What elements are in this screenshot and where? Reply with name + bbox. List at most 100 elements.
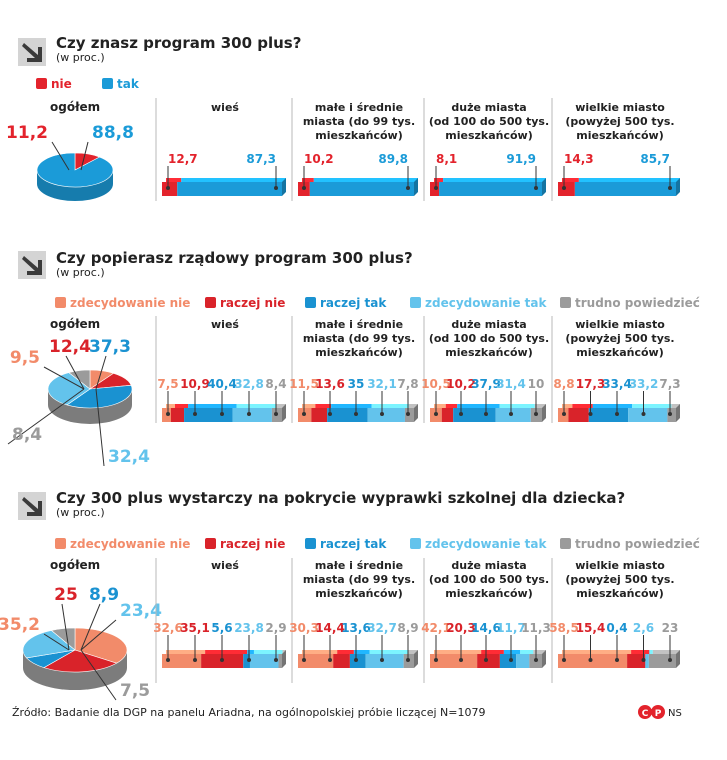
category-header: mieszkańców) xyxy=(315,346,402,359)
bar-segment-top xyxy=(253,650,283,654)
bar-value-label: 33,2 xyxy=(629,377,659,391)
bar-segment-top xyxy=(275,404,286,408)
category-header: mieszkańców) xyxy=(445,587,532,600)
value-leader-dot xyxy=(247,412,251,416)
category-header: duże miasta xyxy=(451,101,526,114)
value-leader-dot xyxy=(434,412,438,416)
value-leader-dot xyxy=(562,412,566,416)
legend-swatch xyxy=(560,538,571,549)
value-leader-dot xyxy=(274,412,278,416)
category-header: małe i średnie xyxy=(315,101,403,114)
pie-value-label: 32,4 xyxy=(108,447,150,467)
bar-segment xyxy=(441,408,454,422)
total-pie-slice xyxy=(68,369,91,390)
value-leader-dot xyxy=(380,658,384,662)
bar-segment xyxy=(516,654,530,668)
bar-value-label: 10,2 xyxy=(446,377,476,391)
bar-segment xyxy=(430,654,478,668)
bar-segment-top xyxy=(562,178,579,182)
bar-segment xyxy=(628,408,668,422)
legend-swatch xyxy=(36,78,47,89)
bar-segment xyxy=(278,654,282,668)
value-leader-dot xyxy=(562,658,566,662)
bar-segment-top xyxy=(369,650,408,654)
pie-leader-line xyxy=(65,355,85,390)
arrow-icon-shape xyxy=(22,256,42,275)
bar-end xyxy=(282,178,286,196)
category-header: (powyżej 500 tys. xyxy=(565,573,674,586)
value-leader-dot xyxy=(641,658,646,662)
arrow-down-right-icon xyxy=(18,38,46,66)
bar-value-label: 5,6 xyxy=(211,621,232,635)
bar-segment-top xyxy=(247,650,254,654)
pie-leader-line xyxy=(80,603,101,651)
category-header: (od 100 do 500 tys. xyxy=(429,115,549,128)
bar-value-label: 7,5 xyxy=(157,377,178,391)
value-leader-dot xyxy=(534,658,538,662)
bar-end xyxy=(676,178,680,196)
category-header: mieszkańców) xyxy=(315,587,402,600)
value-leader-dot xyxy=(668,412,672,416)
category-header: wielkie miasto xyxy=(575,318,665,331)
bar-value-label: 7,8 xyxy=(397,377,418,391)
bar-segment-top xyxy=(481,650,504,654)
bar-segment-top xyxy=(371,404,409,408)
bar-segment-top xyxy=(302,178,314,182)
value-leader-dot xyxy=(509,658,513,662)
bar-segment-top xyxy=(166,178,182,182)
bar-value-label: 32,8 xyxy=(234,377,264,391)
bar-segment xyxy=(588,408,629,422)
bar-segment-top xyxy=(166,404,175,408)
cp-logo-c-letter: C xyxy=(642,709,649,719)
pie-leader-line xyxy=(95,388,105,467)
legend-label: zdecydowanie tak xyxy=(425,537,547,551)
arrow-icon-shape xyxy=(22,43,42,62)
bar-value-label: 13,6 xyxy=(341,621,371,635)
bar-segment xyxy=(184,408,233,422)
category-header: wielkie miasto xyxy=(575,101,665,114)
legend-label: zdecydowanie nie xyxy=(70,537,190,551)
bar-value-label: 91,9 xyxy=(506,152,536,166)
value-leader-dot xyxy=(588,658,593,662)
value-leader-dot xyxy=(509,412,513,416)
legend-swatch xyxy=(205,538,216,549)
bar-segment xyxy=(453,408,496,422)
value-leader-dot xyxy=(247,658,251,662)
value-leader-dot xyxy=(302,658,306,662)
category-header: mieszkańców) xyxy=(445,129,532,142)
bar-value-label: 0,4 xyxy=(606,621,627,635)
bar-value-label: 14,6 xyxy=(471,621,501,635)
pie-value-label: 88,8 xyxy=(92,123,134,143)
bar-value-label: 23 xyxy=(662,621,679,635)
bar-value-label: 58,5 xyxy=(549,621,579,635)
pie-leader-line xyxy=(80,649,117,701)
bar-end xyxy=(414,178,418,196)
category-header: (od 100 do 500 tys. xyxy=(429,573,549,586)
source-note: Źródło: Badanie dla DGP na panelu Ariadn… xyxy=(12,706,485,719)
bar-value-label: 2,9 xyxy=(265,621,286,635)
bar-value-label: 20,3 xyxy=(446,621,476,635)
bar-segment xyxy=(499,654,517,668)
bar-value-label: 35 xyxy=(348,377,365,391)
bar-segment-top xyxy=(649,650,653,654)
bar-segment xyxy=(645,654,649,668)
bar-value-label: 14,4 xyxy=(315,621,345,635)
bar-segment-top xyxy=(632,404,672,408)
pie-value-label: 9,5 xyxy=(10,348,40,368)
pie-leader-line xyxy=(61,603,70,651)
bar-value-label: 10,9 xyxy=(180,377,210,391)
bar-value-label: 10,5 xyxy=(421,377,451,391)
bar-segment-top xyxy=(302,650,338,654)
cp-logo-p-letter: P xyxy=(655,709,662,719)
bar-segment xyxy=(365,654,404,668)
legend-label: zdecydowanie nie xyxy=(70,296,190,310)
value-leader-dot xyxy=(484,658,488,662)
bar-value-label: 10,2 xyxy=(304,152,334,166)
arrow-icon-shape xyxy=(22,497,42,516)
total-pie-slice xyxy=(74,627,128,664)
bar-segment xyxy=(558,654,628,668)
chart-title: Czy popierasz rządowy program 300 plus? xyxy=(56,249,413,267)
pie-value-label: 8,4 xyxy=(12,425,42,445)
category-header: mieszkańców) xyxy=(576,587,663,600)
value-leader-dot xyxy=(193,412,197,416)
